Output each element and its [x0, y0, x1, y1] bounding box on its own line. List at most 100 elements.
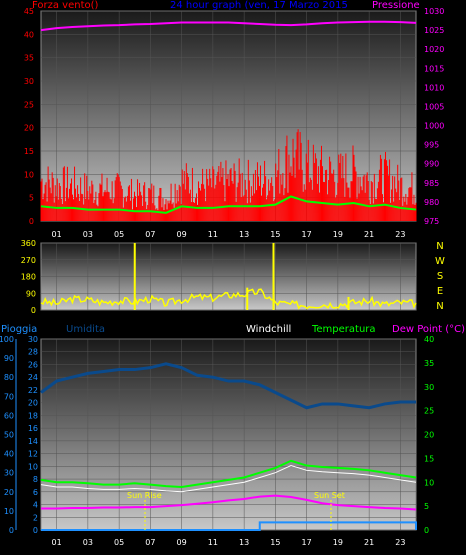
rain-tick-label: 14	[28, 437, 38, 446]
rain-tick-label: 26	[28, 360, 38, 369]
wind-direction-series	[40, 243, 417, 310]
hour-tick-label: 09	[177, 230, 187, 239]
humidity-tick-label: 100	[0, 335, 14, 344]
direction-degree-ticks: 0 90 180 270 360	[21, 239, 36, 315]
pressure-tick-label: 985	[424, 179, 439, 188]
hour-tick-label: 09	[177, 538, 187, 547]
temperature-tick-label: 15	[424, 454, 434, 463]
temperature-tick-label: 30	[424, 383, 434, 392]
rain-tick-label: 28	[28, 348, 38, 357]
wind-tick-label: 35	[24, 54, 34, 63]
hour-tick-label: 19	[333, 230, 343, 239]
sun-rise-marker: Sun Rise	[127, 491, 162, 530]
temperature-line	[40, 459, 417, 489]
wind-tick-label: 45	[24, 7, 34, 16]
pressure-tick-label: 1030	[424, 7, 444, 16]
sun-set-marker: Sun Set	[314, 491, 345, 530]
hour-tick-label: 13	[239, 538, 249, 547]
direction-tick-label: 270	[21, 256, 36, 265]
rain-axis-label: Pioggia	[1, 324, 37, 335]
humidity-tick-label: 50	[4, 431, 14, 440]
wind-pressure-grid	[41, 10, 416, 221]
temperature-label: Temperatura	[311, 324, 376, 335]
temperature-tick-label: 20	[424, 431, 434, 440]
hour-tick-label: 21	[364, 538, 374, 547]
wind-tick-label: 10	[24, 170, 34, 179]
wind-tick-label: 20	[24, 124, 34, 133]
wind-pressure-plot-area	[40, 10, 417, 222]
rain-tick-label: 22	[28, 386, 38, 395]
wind-tick-label: 0	[29, 217, 34, 226]
rain-tick-label: 24	[28, 373, 38, 382]
pressure-axis-label: Pressione	[372, 0, 420, 11]
hour-tick-label: 11	[208, 538, 218, 547]
compass-label: N	[436, 241, 443, 252]
wind-tick-label: 40	[24, 30, 34, 39]
pressure-tick-label: 975	[424, 217, 439, 226]
pressure-tick-label: 980	[424, 198, 439, 207]
wind-pressure-panel: Forza vento() 24 hour graph (ven, 17 Mar…	[24, 0, 445, 239]
sun-rise-label: Sun Rise	[127, 491, 162, 500]
humidity-tick-label: 80	[4, 373, 14, 382]
hour-tick-label: 03	[83, 230, 93, 239]
humidity-ticks: 0 10 20 30 40 50 60 70 80 90 100	[0, 335, 14, 535]
rain-tick-label: 8	[33, 475, 38, 484]
hour-tick-label: 13	[239, 230, 249, 239]
humidity-tick-label: 60	[4, 411, 14, 420]
temperature-tick-label: 40	[424, 335, 434, 344]
rain-tick-label: 20	[28, 399, 38, 408]
hour-tick-label: 01	[52, 538, 62, 547]
windchill-line	[40, 465, 417, 493]
wind-tick-label: 30	[24, 77, 34, 86]
hour-tick-label: 15	[270, 538, 280, 547]
pressure-tick-label: 1005	[424, 102, 444, 111]
wind-speed-ticks: 0 5 10 15 20 25 30 35 40 45	[24, 7, 34, 226]
pressure-tick-label: 1025	[424, 26, 444, 35]
temperature-tick-label: 5	[424, 502, 429, 511]
hour-tick-label: 11	[208, 230, 218, 239]
direction-tick-label: 90	[26, 289, 36, 298]
sun-set-label: Sun Set	[314, 491, 345, 500]
humidity-tick-label: 30	[4, 469, 14, 478]
direction-tick-label: 0	[31, 306, 36, 315]
hour-ticks-top: 01 03 05 07 09 11 13 15 17 19 21 23	[52, 230, 406, 239]
hour-tick-label: 05	[114, 230, 124, 239]
humidity-tick-label: 20	[4, 488, 14, 497]
wind-axis-label: Forza vento()	[32, 0, 99, 11]
rain-tick-label: 18	[28, 411, 38, 420]
pressure-tick-label: 990	[424, 160, 439, 169]
wind-average-line	[40, 195, 417, 214]
direction-tick-label: 180	[21, 273, 36, 282]
temperature-tick-label: 25	[424, 407, 434, 416]
temperature-tick-label: 35	[424, 359, 434, 368]
pressure-tick-label: 1000	[424, 122, 444, 131]
temperature-grid	[15, 338, 416, 531]
wind-tick-label: 5	[29, 194, 34, 203]
pressure-line	[40, 20, 417, 32]
compass-label: W	[435, 256, 445, 267]
hour-tick-label: 07	[145, 230, 155, 239]
hour-tick-label: 01	[52, 230, 62, 239]
rain-tick-label: 6	[33, 488, 38, 497]
hour-tick-label: 03	[83, 538, 93, 547]
rain-tick-label: 30	[28, 335, 38, 344]
hour-tick-label: 21	[364, 230, 374, 239]
humidity-tick-label: 10	[4, 507, 14, 516]
compass-label: S	[437, 271, 443, 282]
dewpoint-line	[41, 494, 417, 511]
wind-tick-label: 15	[24, 147, 34, 156]
humidity-tick-label: 90	[4, 354, 14, 363]
rain-tick-label: 0	[33, 526, 38, 535]
pressure-tick-label: 1020	[424, 45, 444, 54]
pressure-tick-label: 995	[424, 141, 439, 150]
hour-tick-label: 15	[270, 230, 280, 239]
wind-pressure-series	[40, 20, 417, 221]
compass-label: N	[436, 301, 443, 312]
hour-tick-label: 23	[395, 230, 405, 239]
rain-tick-label: 12	[28, 450, 38, 459]
pressure-tick-label: 1010	[424, 83, 444, 92]
